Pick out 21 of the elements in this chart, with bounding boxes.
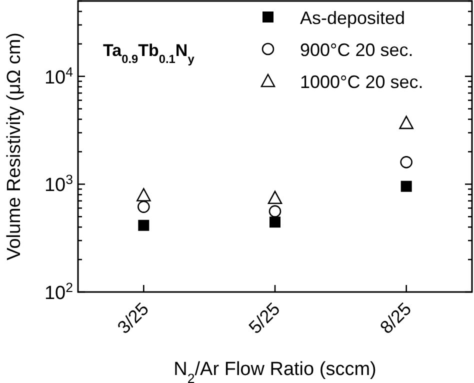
y-axis-title: Volume Resistivity (μΩ cm) — [4, 32, 25, 260]
point — [268, 205, 282, 218]
annotation: Ta$_{0.9}$Tb$_{0.1}$N$_{y}$ — [103, 41, 195, 66]
x-tick-label: 3/25 — [114, 298, 152, 338]
point — [138, 200, 150, 213]
point — [136, 188, 151, 202]
x-axis-title: N$_{2}$/Ar Flow Ratio (sccm) — [174, 359, 376, 383]
point — [138, 220, 150, 231]
y-tick-label: 10$^{2}$ — [44, 280, 73, 304]
x-tick-label: 8/25 — [376, 298, 416, 338]
point — [400, 180, 412, 192]
point — [270, 216, 280, 228]
point — [399, 116, 414, 130]
y-tick-label: 10$^{3}$ — [44, 172, 73, 196]
x-tick-label: 5/25 — [244, 298, 284, 338]
legend-label: 1000°C 20 sec. — [300, 72, 424, 92]
point — [268, 190, 282, 204]
legend-label: 900°C 20 sec. — [300, 40, 414, 60]
legend-label: As-deposited — [300, 8, 406, 28]
point — [400, 156, 412, 168]
y-tick-label: 10$^{4}$ — [44, 64, 73, 88]
